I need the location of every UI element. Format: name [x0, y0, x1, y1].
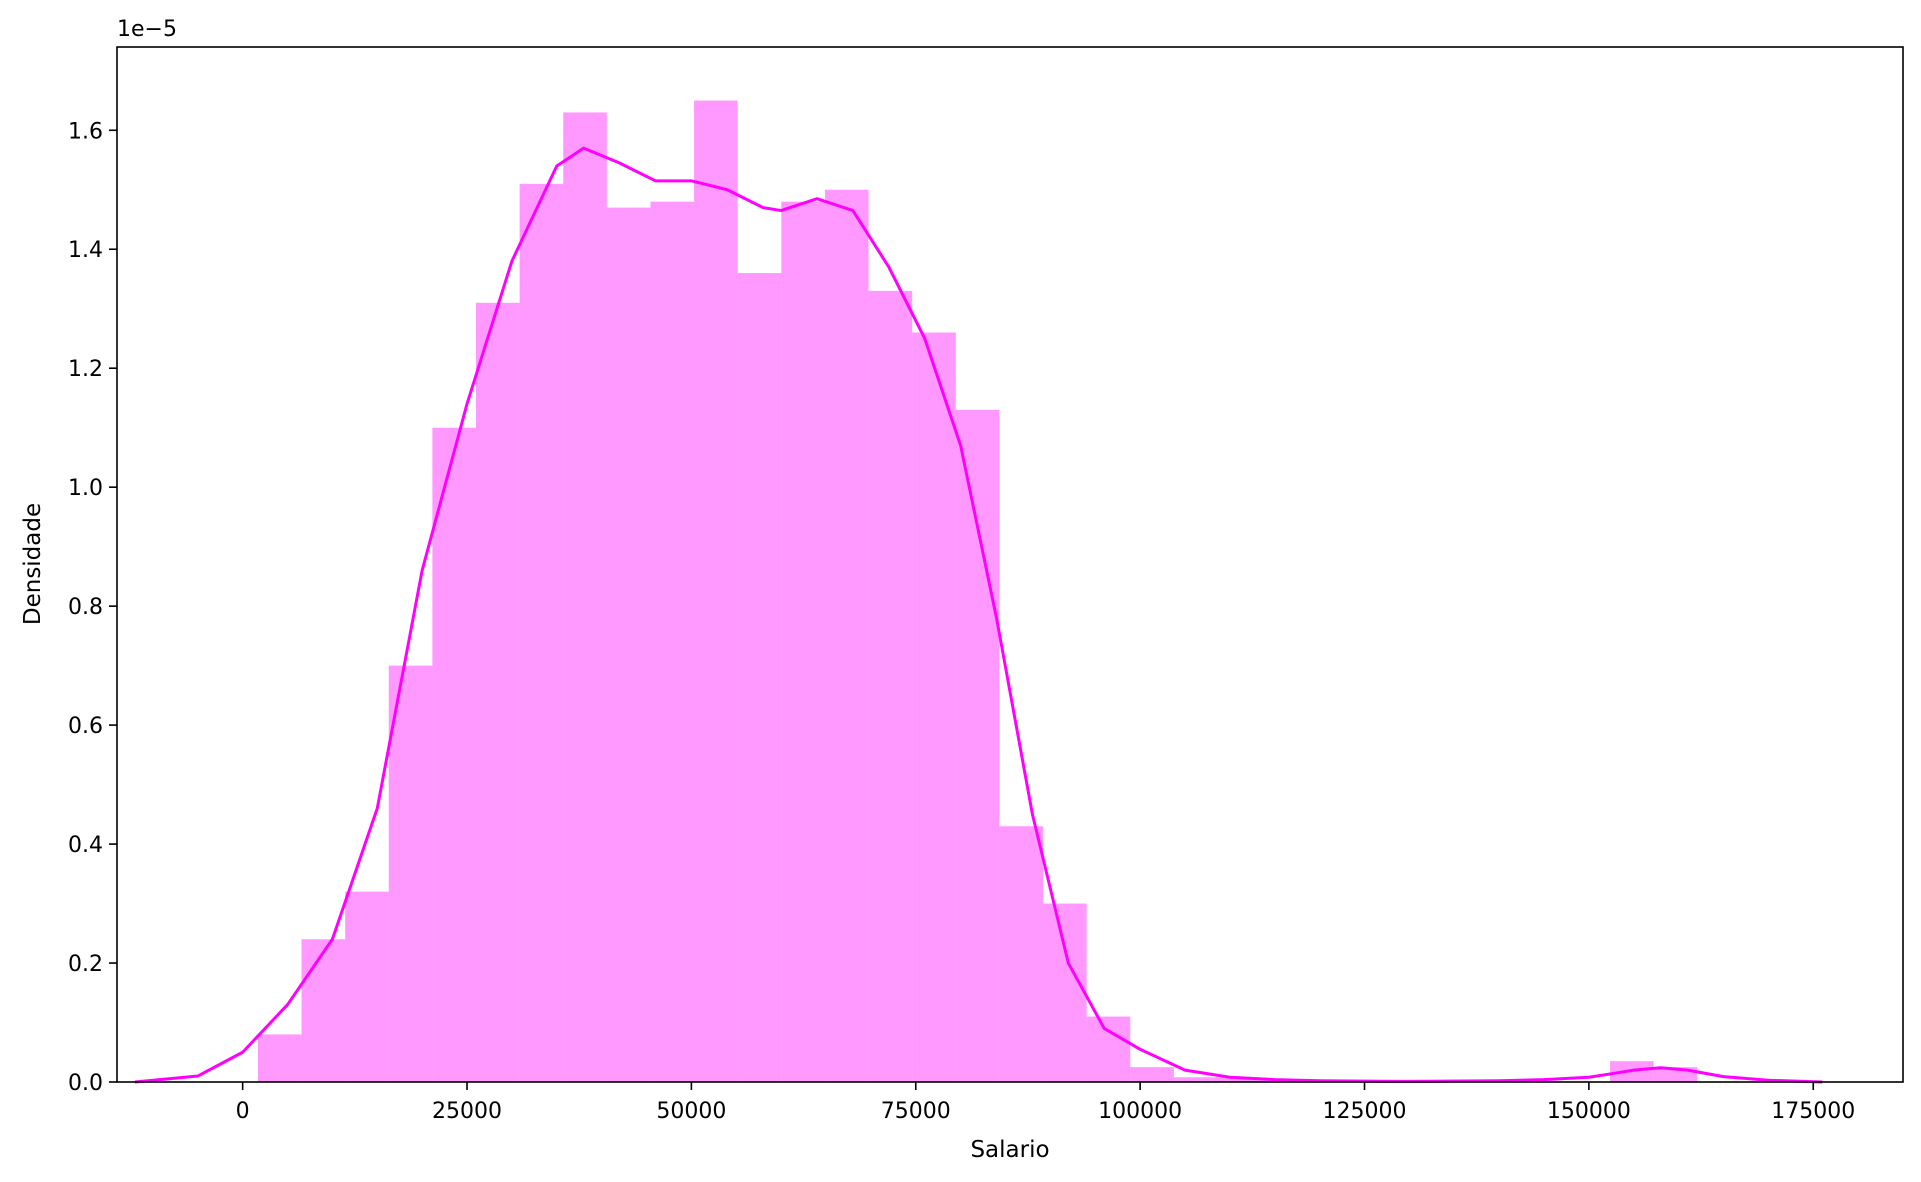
- histogram-bar: [301, 939, 346, 1082]
- y-tick-label: 1.4: [68, 238, 103, 263]
- histogram-bar: [650, 201, 695, 1083]
- y-tick-label: 0.8: [68, 595, 103, 620]
- x-tick-label: 0: [236, 1099, 250, 1124]
- x-tick-label: 175000: [1771, 1099, 1855, 1124]
- y-scale-label: 1e−5: [117, 17, 177, 42]
- plot-frame: [116, 46, 1904, 1083]
- x-tick-label: 25000: [432, 1099, 502, 1124]
- x-tick-label: 150000: [1547, 1099, 1631, 1124]
- histogram-bar: [912, 332, 956, 1083]
- histogram-bar: [868, 290, 913, 1083]
- histogram-bar: [955, 409, 1000, 1082]
- x-tick-label: 75000: [881, 1099, 951, 1124]
- y-tick-label: 0.2: [68, 952, 103, 977]
- y-tick-label: 1.2: [68, 357, 103, 382]
- histogram-bar: [606, 207, 651, 1082]
- histogram-bar: [563, 112, 607, 1083]
- y-axis-label: Densidade: [20, 503, 46, 625]
- histogram-bars: [257, 100, 1698, 1083]
- y-tick-label: 1.6: [68, 119, 103, 144]
- x-tick-label: 125000: [1323, 1099, 1407, 1124]
- histogram-bar: [432, 427, 476, 1082]
- histogram-bar: [1173, 1077, 1218, 1082]
- x-tick-label: 100000: [1098, 1099, 1182, 1124]
- histogram-bar: [1130, 1067, 1174, 1082]
- histogram-bar: [1217, 1077, 1262, 1082]
- histogram-bar: [388, 665, 433, 1082]
- kde-density-line: [134, 146, 1823, 1084]
- histogram-bar: [475, 302, 520, 1082]
- histogram-bar: [1086, 1016, 1131, 1082]
- y-tick-label: 0.6: [68, 714, 103, 739]
- histogram-bar: [345, 891, 389, 1082]
- histogram-bar: [519, 183, 564, 1082]
- histogram-bar: [781, 201, 825, 1083]
- histogram-bar: [824, 189, 869, 1083]
- histogram-bar: [999, 826, 1044, 1082]
- x-axis-label: Salario: [970, 1137, 1049, 1163]
- y-tick-label: 0.4: [68, 833, 103, 858]
- x-axis-ticks: 0 25000 50000 75000 100000 125000 150000 175000: [236, 1082, 1855, 1124]
- x-tick-label: 50000: [656, 1099, 726, 1124]
- y-tick-label: 1.0: [68, 476, 103, 501]
- y-tick-label: 0.0: [68, 1071, 103, 1096]
- histogram-bar: [257, 1034, 302, 1082]
- y-axis-ticks: 0.0 0.2 0.4 0.6 0.8 1.0 1.2 1.4 1.6: [68, 119, 117, 1096]
- histogram-bar: [694, 100, 738, 1082]
- histogram-bar: [1043, 903, 1087, 1082]
- histogram-bar: [737, 273, 782, 1082]
